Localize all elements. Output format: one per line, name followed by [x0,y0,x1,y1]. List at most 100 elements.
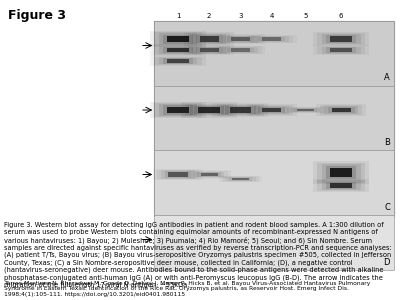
Bar [219,35,262,43]
Bar [216,46,265,54]
Bar [201,173,218,176]
Bar [167,59,189,63]
Bar [167,48,189,52]
Bar [227,48,254,52]
Bar [297,109,314,111]
Bar [322,46,361,53]
Bar [332,108,351,112]
Bar [154,21,394,216]
Bar [222,176,259,182]
Text: A: A [384,74,390,82]
Bar [200,37,219,42]
Bar [153,169,203,180]
Bar [181,103,237,118]
Text: 6: 6 [339,14,344,20]
Bar [258,37,285,41]
Bar [192,46,226,53]
Bar [187,170,231,179]
Text: Figure 3. Western blot assay for detecting IgG antibodies in patient and rodent : Figure 3. Western blot assay for detecti… [4,222,392,288]
Bar [322,181,361,190]
Bar [218,176,262,182]
Bar [262,38,281,41]
Bar [188,46,230,54]
Bar [184,45,234,55]
Bar [318,46,365,54]
Bar [158,58,198,64]
Bar [250,105,293,115]
Bar [247,104,296,116]
Bar [163,58,193,64]
Bar [324,106,358,114]
Bar [158,33,198,45]
Bar [167,59,189,63]
Bar [313,32,369,46]
Bar [154,85,394,150]
Bar [192,34,226,44]
Bar [290,108,320,112]
Text: 5: 5 [303,14,307,20]
Bar [262,38,281,41]
Bar [313,161,369,184]
Bar [231,37,250,41]
Bar [330,48,352,52]
Bar [225,106,256,114]
Bar [250,35,293,43]
Bar [190,105,229,115]
Bar [313,179,369,192]
Bar [154,57,202,65]
Bar [322,164,361,181]
Bar [196,47,223,53]
Bar [154,150,394,214]
Bar [227,36,254,42]
Bar [230,107,251,112]
Bar [254,36,289,42]
Bar [294,108,317,112]
Bar [262,108,281,112]
Bar [198,107,220,113]
Bar [247,35,296,43]
Bar [167,36,189,42]
Text: C: C [384,202,390,211]
Text: D: D [384,258,390,267]
Bar [320,105,362,115]
Bar [186,103,233,116]
Text: 1: 1 [176,14,180,20]
Bar [201,173,218,176]
Bar [258,107,285,113]
Text: 4: 4 [270,14,274,20]
Bar [318,180,365,191]
Bar [168,172,188,177]
Bar [316,104,366,116]
Bar [232,178,249,180]
Bar [221,105,260,115]
Bar [330,48,352,52]
Bar [318,33,365,45]
Bar [297,109,314,111]
Bar [225,177,256,181]
Bar [154,32,202,46]
Bar [161,170,195,178]
Bar [326,35,356,43]
Bar [154,214,394,270]
Bar [200,37,219,42]
Bar [168,172,188,177]
Bar [229,177,252,181]
Text: 3: 3 [238,14,243,20]
Bar [150,44,206,56]
Bar [198,107,220,113]
Bar [191,171,228,178]
Text: B: B [384,138,390,147]
Bar [231,48,250,52]
Bar [223,36,258,43]
Bar [212,103,268,117]
Bar [158,104,198,116]
Bar [200,48,219,52]
Bar [158,46,198,54]
Bar [196,35,223,43]
Bar [194,106,224,114]
Bar [154,21,394,85]
Bar [322,34,361,44]
Bar [200,48,219,52]
Bar [154,103,202,117]
Bar [163,34,193,43]
